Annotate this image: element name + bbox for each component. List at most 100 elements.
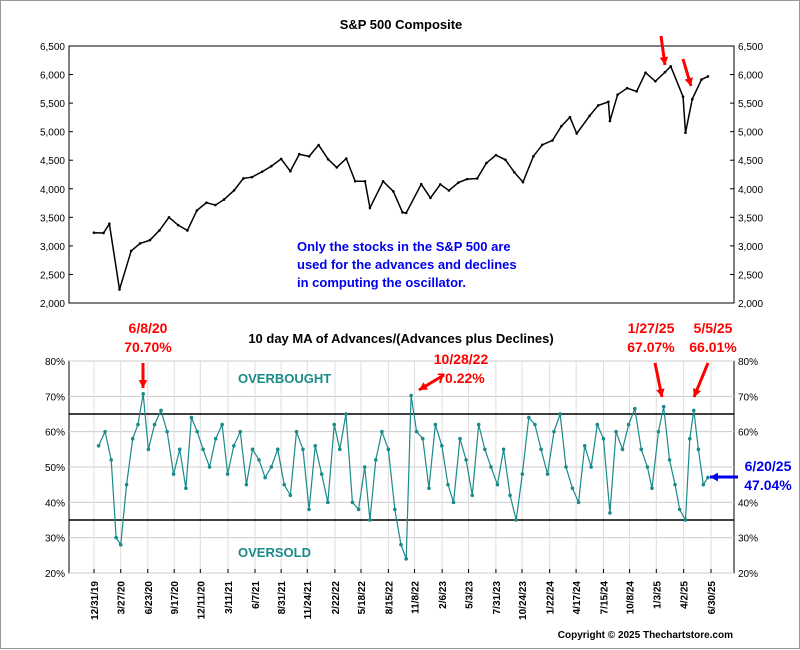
oscillator-ytick-left: 70% — [45, 392, 65, 403]
price-point — [447, 189, 451, 192]
price-ytick-left: 2,000 — [40, 299, 65, 310]
price-ytick-left: 5,500 — [40, 99, 65, 110]
x-tick-label: 2/6/23 — [438, 581, 449, 609]
price-point — [700, 78, 703, 81]
oscillator-point — [136, 422, 140, 427]
oscillator-point — [152, 422, 157, 427]
price-marker-arrow-head — [684, 77, 693, 86]
price-point — [92, 231, 96, 234]
oscillator-point — [332, 422, 337, 427]
price-point — [465, 177, 469, 181]
price-point — [279, 157, 283, 161]
x-tick-label: 6/30/25 — [707, 581, 718, 615]
price-point — [438, 183, 442, 186]
x-tick-label: 1/3/25 — [652, 581, 663, 609]
price-point — [205, 201, 208, 205]
price-ytick-left: 3,000 — [40, 242, 65, 253]
oscillator-point — [608, 511, 612, 515]
overbought-label: OVERBOUGHT — [238, 371, 331, 386]
price-point — [588, 114, 591, 118]
price-point — [260, 170, 264, 174]
oscillator-point — [626, 422, 631, 427]
price-ytick-right: 5,000 — [738, 128, 763, 139]
price-point — [575, 132, 579, 135]
oscillator-point — [558, 412, 562, 416]
price-point — [532, 155, 535, 158]
oscillator-point — [393, 507, 397, 512]
oscillator-point — [483, 447, 487, 452]
callout-latest-date: 6/20/25 — [745, 458, 792, 474]
oscillator-point — [420, 436, 425, 441]
oscillator-point — [294, 429, 299, 434]
oscillator-point — [687, 436, 692, 441]
oscillator-ytick-right: 60% — [738, 428, 758, 439]
x-tick-label: 11/24/21 — [303, 581, 314, 620]
oscillator-point — [373, 458, 378, 462]
price-point — [335, 166, 339, 169]
oscillator-point — [165, 429, 169, 434]
price-annotation-line: Only the stocks in the S&P 500 are — [297, 239, 511, 254]
price-point — [148, 238, 152, 242]
oscillator-point — [275, 447, 280, 452]
oscillator-point — [570, 486, 575, 491]
oscillator-point — [520, 472, 525, 476]
oscillator-point — [404, 557, 408, 561]
price-point — [129, 249, 133, 253]
price-point — [654, 79, 657, 83]
callout-2022-value: 70.22% — [437, 370, 485, 386]
callout-jan-2025-arrow-head — [656, 388, 665, 397]
price-point — [669, 65, 673, 68]
oversold-label: OVERSOLD — [238, 545, 311, 560]
price-ytick-left: 4,500 — [40, 156, 65, 167]
price-point — [214, 203, 217, 207]
oscillator-point — [319, 472, 324, 476]
price-point — [158, 229, 161, 232]
callout-jan-2025-value: 67.07% — [627, 339, 675, 355]
price-point — [222, 198, 226, 201]
callout-2020-value: 70.70% — [124, 339, 172, 355]
price-point — [326, 158, 330, 161]
price-point — [368, 206, 372, 210]
oscillator-point — [582, 444, 587, 448]
price-point — [541, 143, 544, 147]
oscillator-point — [489, 465, 493, 469]
oscillator-point — [501, 447, 506, 452]
oscillator-point — [564, 465, 568, 469]
oscillator-point — [189, 415, 194, 420]
x-tick-label: 3/27/20 — [117, 581, 128, 615]
x-tick-label: 11/8/22 — [410, 581, 421, 614]
price-point — [250, 175, 254, 179]
oscillator-point — [232, 444, 236, 448]
x-tick-label: 4/2/25 — [680, 581, 691, 609]
oscillator-point — [368, 518, 372, 522]
oscillator-point — [103, 429, 107, 434]
oscillator-point — [263, 475, 267, 480]
oscillator-point — [238, 429, 243, 434]
oscillator-point — [124, 482, 129, 487]
price-point — [419, 182, 423, 186]
oscillator-point — [476, 422, 481, 427]
oscillator-point — [356, 507, 361, 512]
callout-latest-arrow-head — [710, 472, 718, 482]
x-tick-label: 1/22/24 — [546, 581, 557, 615]
price-point — [635, 90, 638, 93]
oscillator-point — [645, 465, 650, 469]
x-tick-label: 7/31/23 — [492, 581, 503, 615]
oscillator-point — [213, 436, 218, 441]
oscillator-ytick-left: 50% — [45, 463, 65, 474]
oscillator-ytick-left: 80% — [45, 357, 65, 368]
x-tick-label: 3/11/21 — [224, 581, 235, 614]
x-tick-label: 6/23/20 — [144, 581, 155, 615]
oscillator-point — [250, 447, 255, 452]
callout-may-2025-arrow-head — [693, 388, 701, 397]
price-point — [363, 179, 367, 183]
price-point — [353, 179, 357, 183]
oscillator-chart-title: 10 day MA of Advances/(Advances plus Dec… — [248, 331, 553, 346]
oscillator-point — [146, 447, 151, 452]
oscillator-point — [301, 447, 305, 452]
oscillator-point — [526, 415, 531, 420]
price-point — [607, 100, 610, 104]
x-tick-label: 8/31/21 — [277, 581, 288, 615]
price-ytick-right: 6,000 — [738, 71, 763, 82]
